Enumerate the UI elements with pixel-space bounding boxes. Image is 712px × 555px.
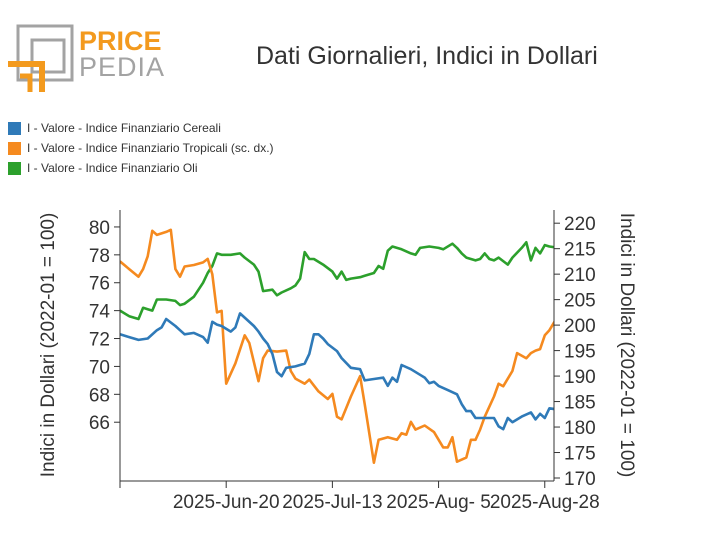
logo-orange-corner-outer <box>8 61 45 92</box>
right-tick-label: 205 <box>564 291 596 312</box>
legend-swatch-tropicali <box>8 141 21 155</box>
right-y-ticks: 170 175 180 185 190 195 200 205 210 215 220 <box>554 214 596 490</box>
legend-item-tropicali[interactable]: I - Valore - Indice Finanziario Tropical… <box>8 138 274 158</box>
right-tick-label: 190 <box>564 367 596 388</box>
x-tick-label: 2025-Jul-13 <box>282 492 382 513</box>
left-tick-label: 66 <box>89 413 110 434</box>
logo-graphic: PRICE PEDIA <box>8 24 165 92</box>
chart-title: Dati Giornalieri, Indici in Dollari <box>256 42 598 70</box>
chart-legend: I - Valore - Indice Finanziario Cereali … <box>8 118 274 178</box>
series-line-1 <box>120 228 554 465</box>
series-line-2 <box>120 241 554 321</box>
right-tick-label: 175 <box>564 444 596 465</box>
left-tick-label: 80 <box>89 218 110 239</box>
legend-swatch-cereali <box>8 121 21 135</box>
y-axis-label-left: Indici in Dollari (2022-01 = 100) <box>38 213 59 478</box>
logo-inner-square <box>30 38 66 74</box>
y-axis-label-right: Indici in Dollari (2022-01 = 100) <box>616 213 637 478</box>
right-tick-label: 220 <box>564 214 596 235</box>
plot-lines <box>120 228 554 465</box>
right-tick-label: 185 <box>564 393 596 414</box>
pricepedia-logo: PRICE PEDIA <box>8 22 168 92</box>
left-tick-label: 78 <box>89 246 110 267</box>
x-ticks: 2025-Jun-20 2025-Jul-13 2025-Aug- 52025-Au… <box>119 481 600 513</box>
x-tick-label: 2025-Jun-20 <box>173 492 280 513</box>
left-y-ticks: 66 68 70 72 74 76 78 80 <box>89 218 120 434</box>
legend-item-oli[interactable]: I - Valore - Indice Finanziario Oli <box>8 158 274 178</box>
right-tick-label: 200 <box>564 316 596 337</box>
right-tick-label: 215 <box>564 240 596 261</box>
right-tick-label: 180 <box>564 418 596 439</box>
legend-label-tropicali: I - Valore - Indice Finanziario Tropical… <box>27 141 274 155</box>
right-tick-label: 170 <box>564 469 596 490</box>
logo-text-pedia: PEDIA <box>79 52 165 82</box>
left-tick-label: 68 <box>89 385 110 406</box>
series-line-0 <box>120 312 554 431</box>
left-tick-label: 76 <box>89 274 110 295</box>
legend-label-oli: I - Valore - Indice Finanziario Oli <box>27 161 198 175</box>
logo-orange-corner-inner <box>20 73 33 92</box>
left-tick-label: 72 <box>89 330 110 351</box>
left-tick-label: 74 <box>89 302 111 323</box>
left-tick-label: 70 <box>89 357 110 378</box>
x-tick-label: 2025-Aug- 5 <box>386 492 491 513</box>
legend-item-cereali[interactable]: I - Valore - Indice Finanziario Cereali <box>8 118 274 138</box>
right-tick-label: 195 <box>564 342 596 363</box>
right-tick-label: 210 <box>564 265 596 286</box>
legend-label-cereali: I - Valore - Indice Finanziario Cereali <box>27 121 221 135</box>
logo-text-price: PRICE <box>79 26 162 56</box>
legend-swatch-oli <box>8 161 21 175</box>
x-tick-label: 2025-Aug-28 <box>490 492 600 513</box>
